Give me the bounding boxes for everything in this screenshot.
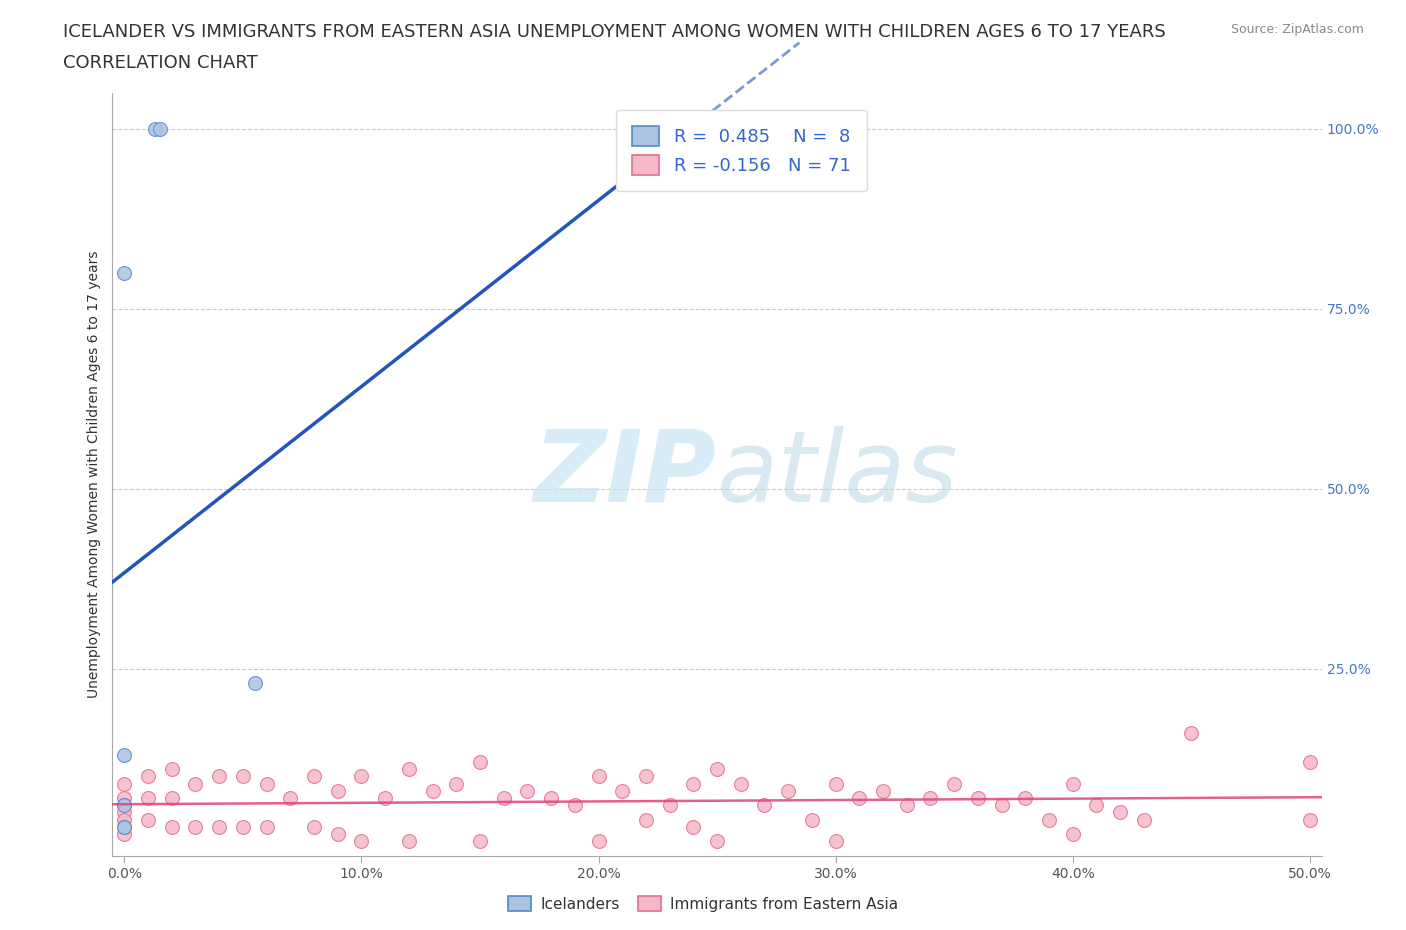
Legend: R =  0.485    N =  8, R = -0.156   N = 71: R = 0.485 N = 8, R = -0.156 N = 71	[616, 110, 866, 191]
Point	[160, 819, 183, 834]
Point	[682, 777, 704, 791]
Point	[800, 812, 823, 827]
Point	[564, 798, 586, 813]
Point	[112, 777, 135, 791]
Point	[446, 777, 468, 791]
Point	[754, 798, 776, 813]
Text: ICELANDER VS IMMIGRANTS FROM EASTERN ASIA UNEMPLOYMENT AMONG WOMEN WITH CHILDREN: ICELANDER VS IMMIGRANTS FROM EASTERN ASI…	[63, 23, 1166, 41]
Point	[540, 790, 562, 805]
Point	[350, 769, 373, 784]
Point	[278, 790, 301, 805]
Point	[149, 122, 172, 137]
Point	[872, 783, 894, 798]
Point	[112, 748, 135, 763]
Point	[112, 819, 135, 834]
Point	[112, 798, 135, 813]
Point	[492, 790, 515, 805]
Y-axis label: Unemployment Among Women with Children Ages 6 to 17 years: Unemployment Among Women with Children A…	[87, 250, 101, 698]
Point	[374, 790, 396, 805]
Point	[658, 798, 681, 813]
Text: atlas: atlas	[717, 426, 959, 523]
Point	[634, 812, 657, 827]
Point	[1038, 812, 1060, 827]
Legend: Icelanders, Immigrants from Eastern Asia: Icelanders, Immigrants from Eastern Asia	[502, 889, 904, 918]
Point	[243, 675, 266, 690]
Point	[232, 769, 254, 784]
Point	[184, 777, 207, 791]
Point	[468, 834, 491, 849]
Point	[682, 819, 704, 834]
Point	[136, 790, 159, 805]
Point	[1062, 827, 1084, 842]
Point	[112, 805, 135, 820]
Point	[1109, 805, 1132, 820]
Point	[896, 798, 918, 813]
Point	[143, 122, 166, 137]
Point	[920, 790, 942, 805]
Point	[706, 762, 728, 777]
Point	[302, 819, 325, 834]
Text: ZIP: ZIP	[534, 426, 717, 523]
Point	[398, 762, 420, 777]
Point	[302, 769, 325, 784]
Point	[516, 783, 538, 798]
Point	[1085, 798, 1108, 813]
Point	[1299, 754, 1322, 769]
Point	[1133, 812, 1156, 827]
Text: Source: ZipAtlas.com: Source: ZipAtlas.com	[1230, 23, 1364, 36]
Point	[730, 777, 752, 791]
Point	[136, 769, 159, 784]
Point	[112, 798, 135, 813]
Point	[824, 834, 846, 849]
Point	[943, 777, 966, 791]
Point	[160, 790, 183, 805]
Point	[208, 819, 231, 834]
Point	[1180, 725, 1202, 740]
Point	[468, 754, 491, 769]
Point	[112, 812, 135, 827]
Point	[112, 265, 135, 280]
Point	[1014, 790, 1036, 805]
Point	[966, 790, 988, 805]
Point	[706, 834, 728, 849]
Point	[208, 769, 231, 784]
Point	[422, 783, 444, 798]
Point	[612, 783, 634, 798]
Point	[232, 819, 254, 834]
Point	[256, 819, 278, 834]
Point	[778, 783, 800, 798]
Point	[256, 777, 278, 791]
Point	[326, 827, 349, 842]
Point	[588, 834, 610, 849]
Point	[824, 777, 846, 791]
Point	[1299, 812, 1322, 827]
Point	[112, 819, 135, 834]
Point	[326, 783, 349, 798]
Point	[848, 790, 870, 805]
Point	[136, 812, 159, 827]
Point	[160, 762, 183, 777]
Point	[112, 790, 135, 805]
Point	[1062, 777, 1084, 791]
Point	[184, 819, 207, 834]
Text: CORRELATION CHART: CORRELATION CHART	[63, 54, 259, 72]
Point	[112, 827, 135, 842]
Point	[634, 769, 657, 784]
Point	[588, 769, 610, 784]
Point	[398, 834, 420, 849]
Point	[350, 834, 373, 849]
Point	[990, 798, 1012, 813]
